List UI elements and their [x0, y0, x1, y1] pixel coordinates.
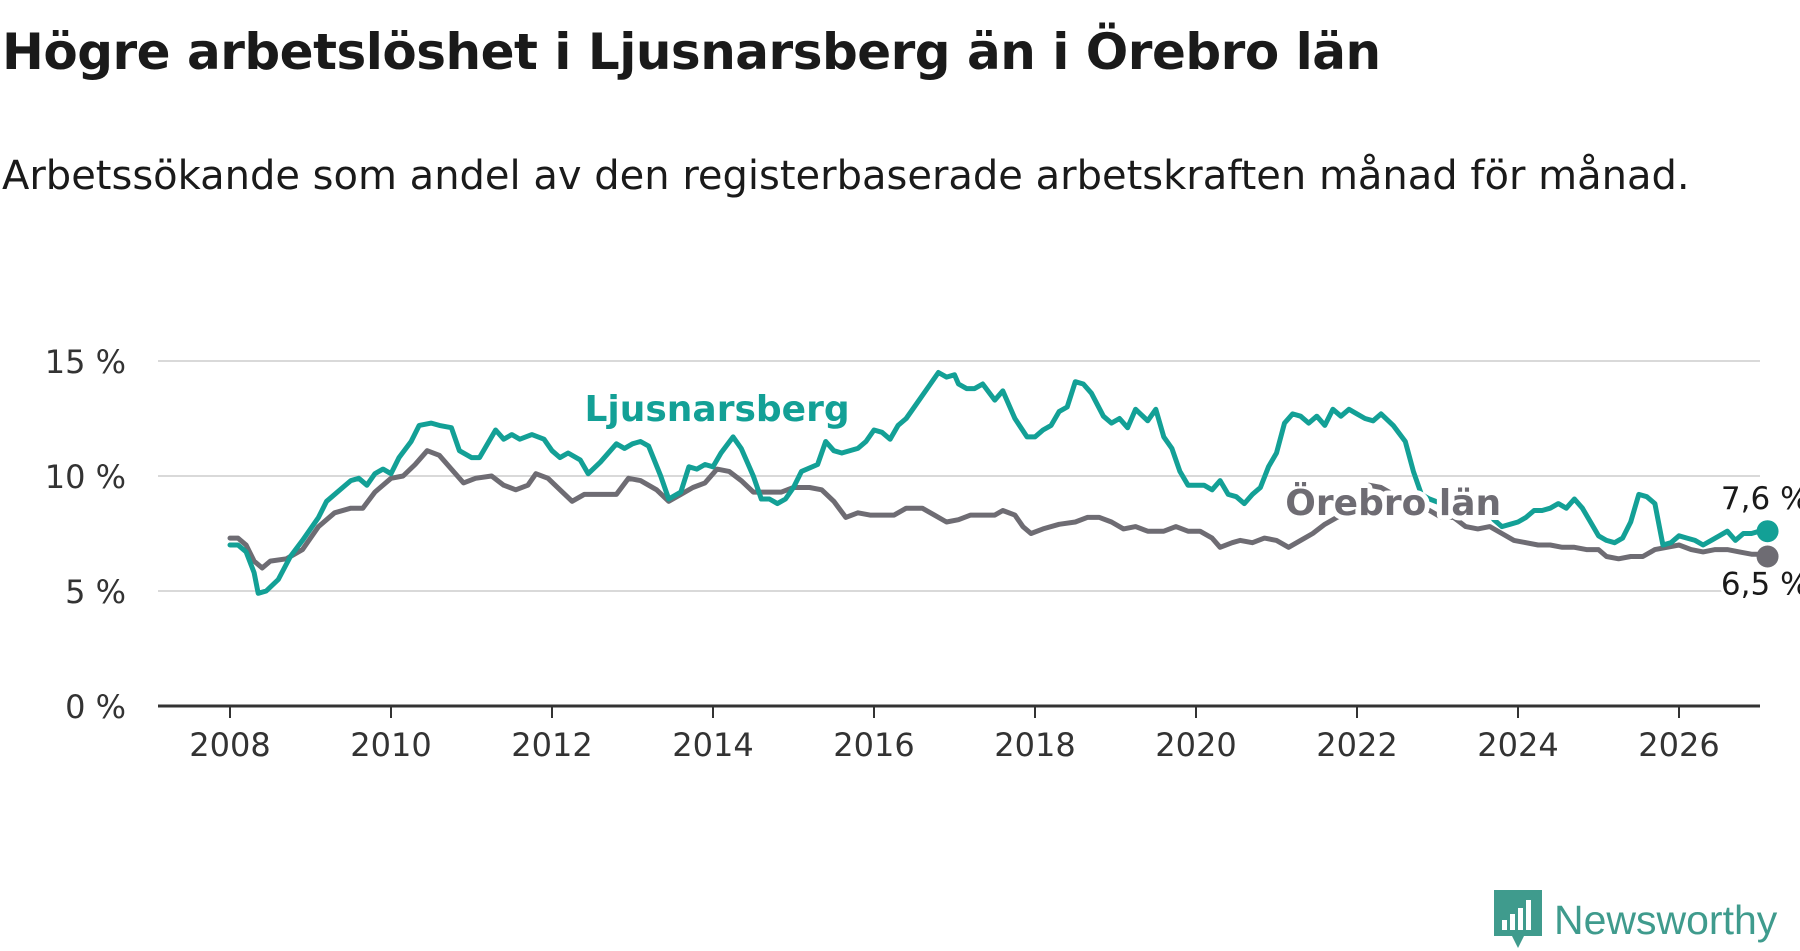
y-tick-label: 10 %: [45, 458, 126, 496]
x-tick-label: 2022: [1316, 726, 1397, 764]
chart-subtitle: Arbetssökande som andel av den registerb…: [2, 153, 1690, 199]
x-tick-label: 2010: [350, 726, 431, 764]
logo-text: Newsworthy: [1554, 896, 1778, 943]
series-label-orebro-lan: Örebro län: [1285, 482, 1501, 524]
x-tick-label: 2008: [189, 726, 270, 764]
end-point-orebro-lan: [1756, 545, 1779, 568]
x-tick-label: 2020: [1155, 726, 1236, 764]
x-tick-label: 2014: [672, 726, 753, 764]
end-value-label-ljusnarsberg: 7,6 %: [1721, 481, 1800, 517]
series-line-ljusnarsberg: [227, 370, 1770, 596]
chart-title: Högre arbetslöshet i Ljusnarsberg än i Ö…: [2, 23, 1381, 81]
end-point-ljusnarsberg: [1756, 520, 1779, 543]
x-tick-label: 2026: [1638, 726, 1719, 764]
y-tick-label: 0 %: [65, 688, 126, 726]
newsworthy-logo: Newsworthy: [1494, 889, 1777, 951]
x-tick-label: 2018: [994, 726, 1075, 764]
end-value-label-orebro-lan: 6,5 %: [1721, 567, 1800, 603]
x-tick-label: 2016: [833, 726, 914, 764]
y-tick-label: 15 %: [45, 343, 126, 381]
series-label-ljusnarsberg: Ljusnarsberg: [584, 389, 849, 430]
series-line-orebro-lan: [227, 448, 1770, 571]
x-tick-label: 2012: [511, 726, 592, 764]
x-tick-label: 2024: [1477, 726, 1558, 764]
y-tick-label: 5 %: [65, 573, 126, 611]
newsworthy-logo-icon: [1494, 890, 1542, 948]
